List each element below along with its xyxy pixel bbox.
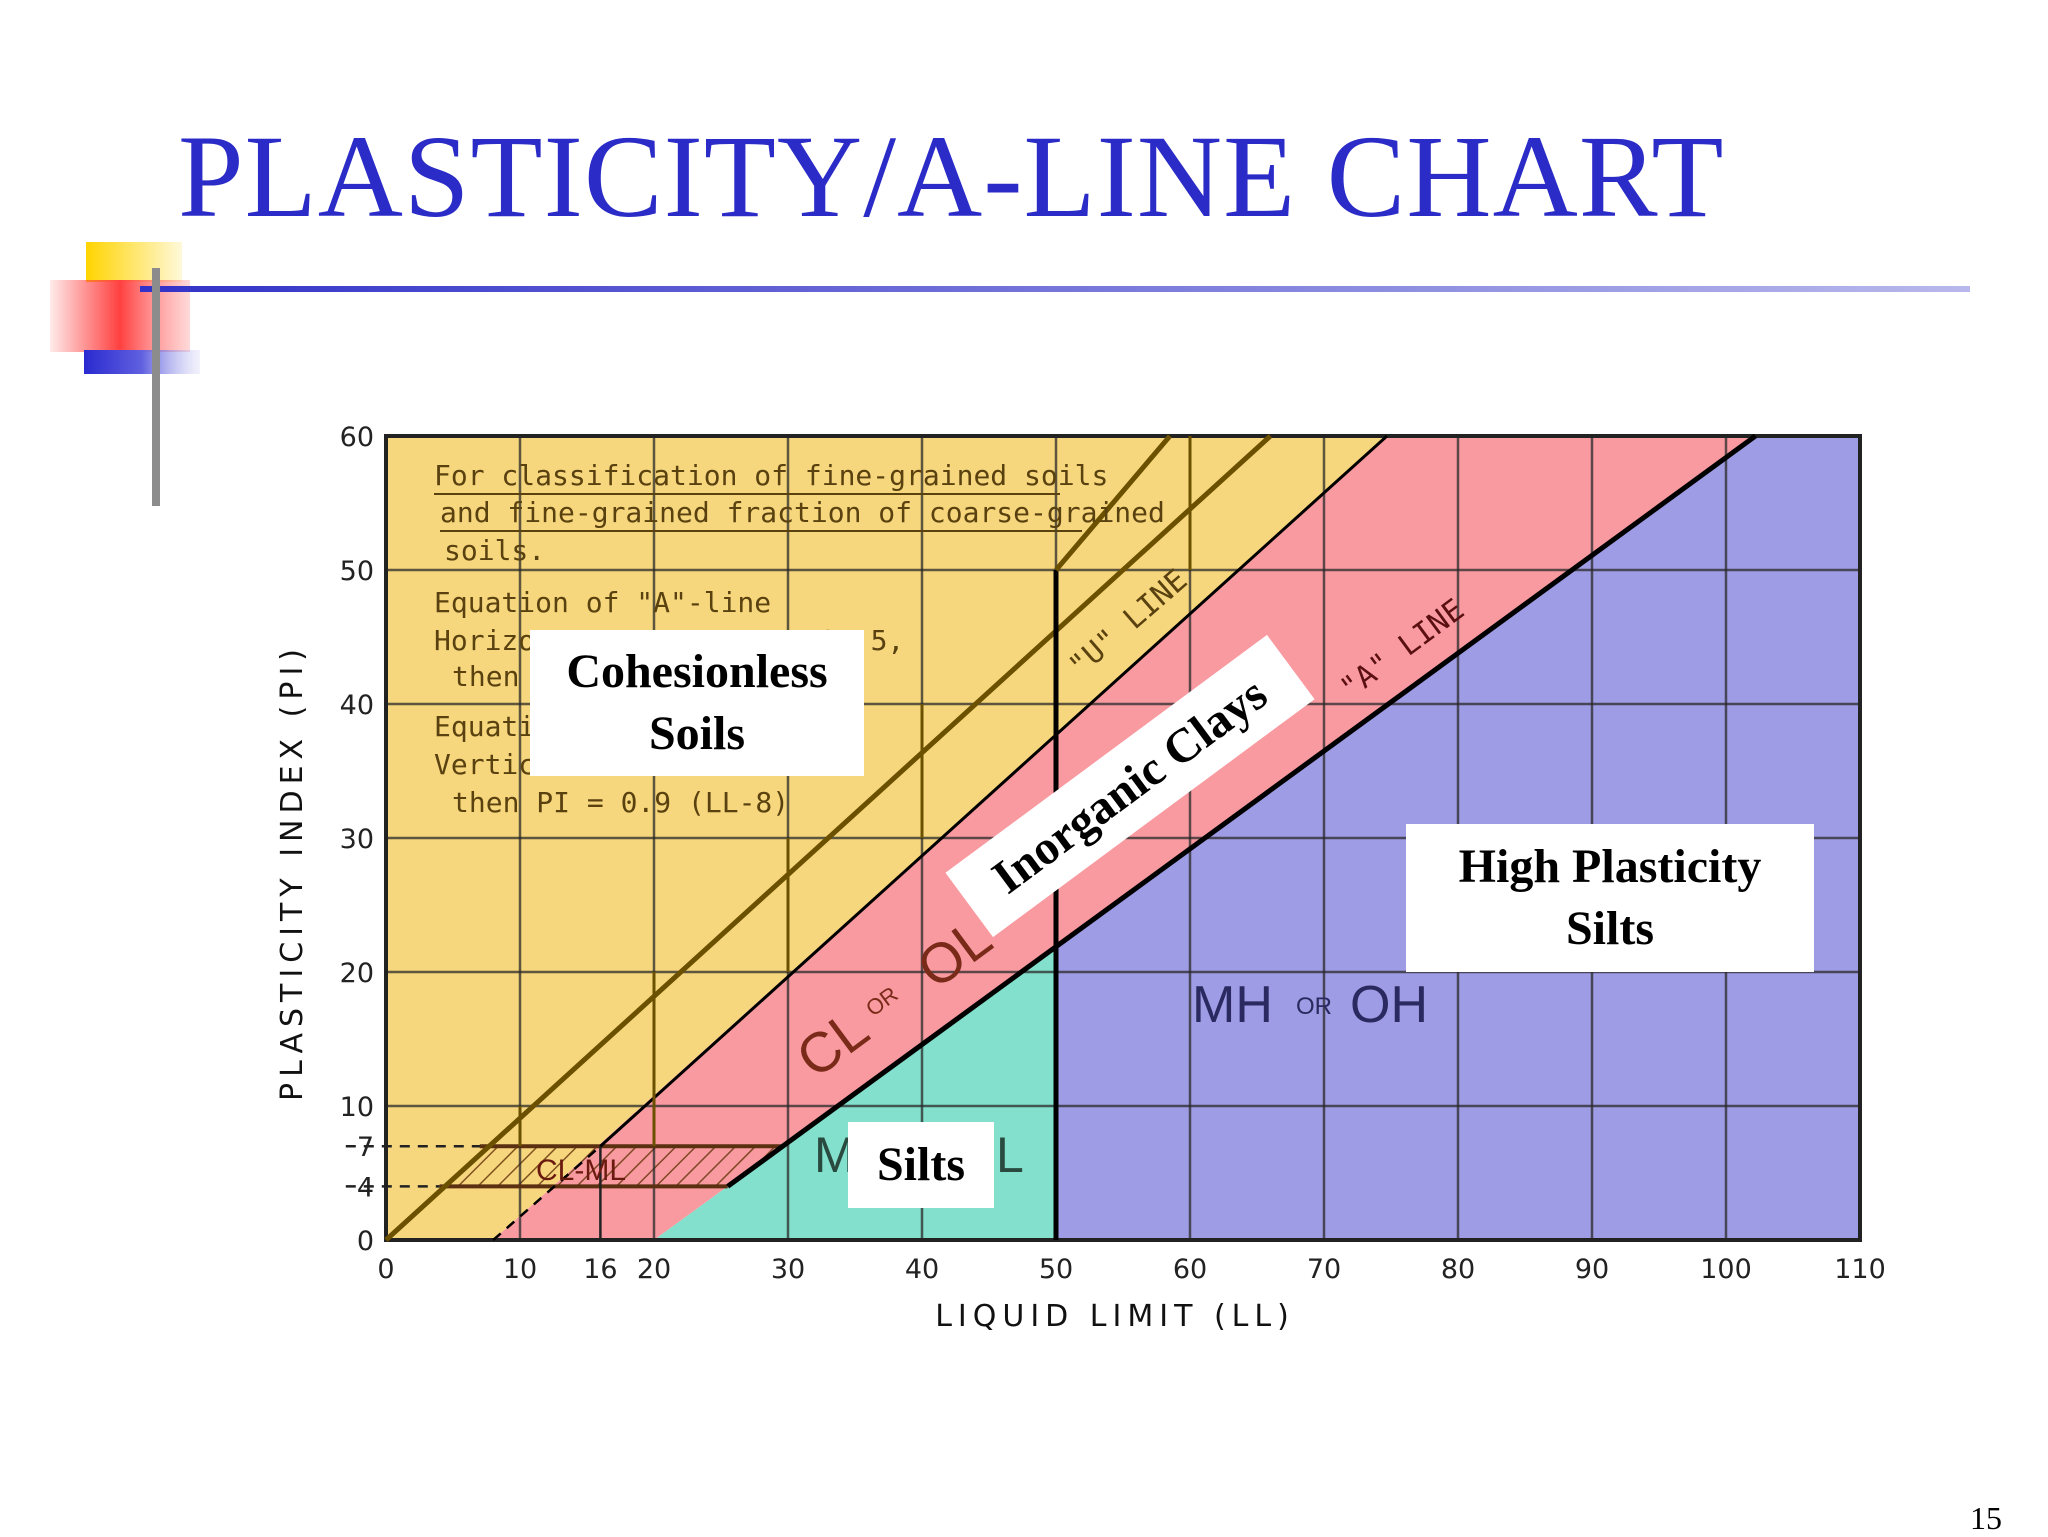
note-line-8: Vertic [434, 748, 535, 781]
note-line-4: Horizo [434, 624, 535, 657]
y-tick-label: 0 [357, 1226, 374, 1257]
hps-line-2: Silts [1565, 902, 1655, 955]
y-axis-label: PLASTICITY INDEX (PI) [275, 643, 310, 1101]
symbol-l: L [996, 1127, 1024, 1183]
y-tick-label: 30 [340, 824, 374, 855]
a-line [726, 433, 1757, 1189]
label-silts: Silts [848, 1122, 994, 1208]
y-tick-label: 40 [340, 690, 374, 721]
x-tick-label: 70 [1307, 1254, 1341, 1285]
title-decoration [50, 242, 1970, 506]
x-tick-label: 90 [1575, 1254, 1609, 1285]
y-tick-label: 10 [340, 1092, 374, 1123]
symbol-or-2: OR [1296, 993, 1332, 1020]
slide-number: 15 [1970, 1500, 2002, 1536]
silts-text: Silts [876, 1138, 966, 1191]
note-line-6: then [452, 660, 519, 693]
note-line-7: Equati [434, 710, 535, 743]
note-line-3: Equation of "A"-line [434, 586, 771, 619]
u-line [599, 434, 1388, 1148]
symbol-cl-ml: CL-ML [536, 1154, 626, 1187]
x-tick-label: 40 [905, 1254, 939, 1285]
x-tick-label: 60 [1173, 1254, 1207, 1285]
plot-frame [384, 434, 1862, 1242]
note-line-2: soils. [444, 534, 545, 567]
cohesionless-line-2: Soils [648, 707, 746, 760]
x-tick-label: 0 [377, 1254, 394, 1285]
y-tick-label: 50 [340, 556, 374, 587]
x-tick-label: 50 [1039, 1254, 1073, 1285]
x-tick-label: 30 [771, 1254, 805, 1285]
symbol-mh: MH [1192, 976, 1273, 1034]
diagonal-line-2 [1054, 434, 1172, 572]
note-line-0: For classification of fine-grained soils [434, 459, 1108, 492]
note-line-1: and fine-grained fraction of coarse-grai… [440, 496, 1165, 529]
label-high-plasticity-silts: High Plasticity Silts [1406, 824, 1814, 972]
diagonal-line-1 [384, 434, 1273, 1242]
slide-title: PLASTICITY/A-LINE CHART [178, 111, 1725, 242]
y-tick-label: 7 [357, 1132, 374, 1163]
x-tick-label: 110 [1834, 1254, 1886, 1285]
y-tick-label: 20 [340, 958, 374, 989]
x-axis-label: LIQUID LIMIT (LL) [935, 1299, 1295, 1334]
x-tick-label: 80 [1441, 1254, 1475, 1285]
deco-blue-square [84, 350, 200, 374]
plasticity-chart: 0 10 16 20 30 40 50 60 70 80 90 100 110 0 4 7 10 20 30 40 50… [275, 422, 1886, 1334]
hps-line-1: High Plasticity [1458, 840, 1762, 893]
deco-vertical-bar [152, 268, 160, 506]
x-tick-label: 16 [583, 1254, 617, 1285]
note-line-9: then PI = 0.9 (LL-8) [452, 786, 789, 819]
title-underline [140, 286, 1970, 292]
x-tick-label: 10 [503, 1254, 537, 1285]
deco-yellow-square [86, 242, 182, 282]
x-tick-label: 20 [637, 1254, 671, 1285]
region-cl-ml-hatch [439, 1146, 783, 1187]
cohesionless-line-1: Cohesionless [566, 645, 828, 698]
x-tick-label: 100 [1700, 1254, 1752, 1285]
y-tick-label: 60 [340, 422, 374, 453]
symbol-oh: OH [1350, 976, 1428, 1034]
u-line-lower [492, 1145, 602, 1241]
y-tick-label: 4 [357, 1172, 374, 1203]
label-cohesionless-soils: Cohesionless Soils [530, 630, 864, 776]
